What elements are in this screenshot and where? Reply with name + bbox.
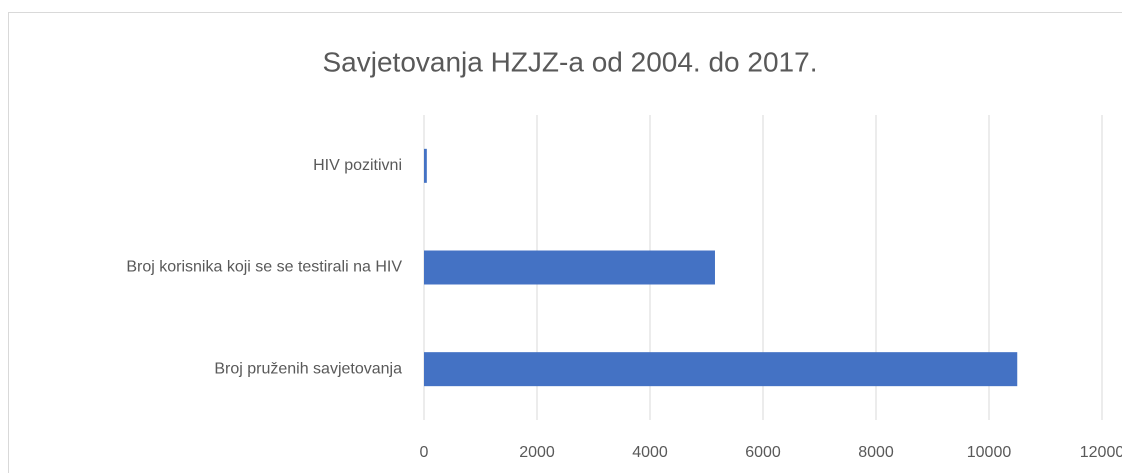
y-tick-label: Broj pruženih savjetovanja	[214, 360, 402, 377]
x-tick-label: 10000	[967, 444, 1012, 461]
x-tick-label: 8000	[858, 444, 894, 461]
chart-title: Savjetovanja HZJZ-a od 2004. do 2017.	[323, 46, 818, 77]
y-tick-label: Broj korisnika koji se se testirali na H…	[126, 259, 402, 276]
bar	[424, 250, 715, 285]
x-tick-label: 12000	[1080, 444, 1122, 461]
x-tick-label: 2000	[519, 444, 555, 461]
x-tick-label: 6000	[745, 444, 781, 461]
x-tick-label: 4000	[632, 444, 668, 461]
bar	[424, 148, 427, 183]
y-tick-label: HIV pozitivni	[313, 157, 402, 174]
x-tick-label: 0	[420, 444, 429, 461]
bar	[424, 352, 1018, 387]
chart-border	[8, 12, 1122, 473]
